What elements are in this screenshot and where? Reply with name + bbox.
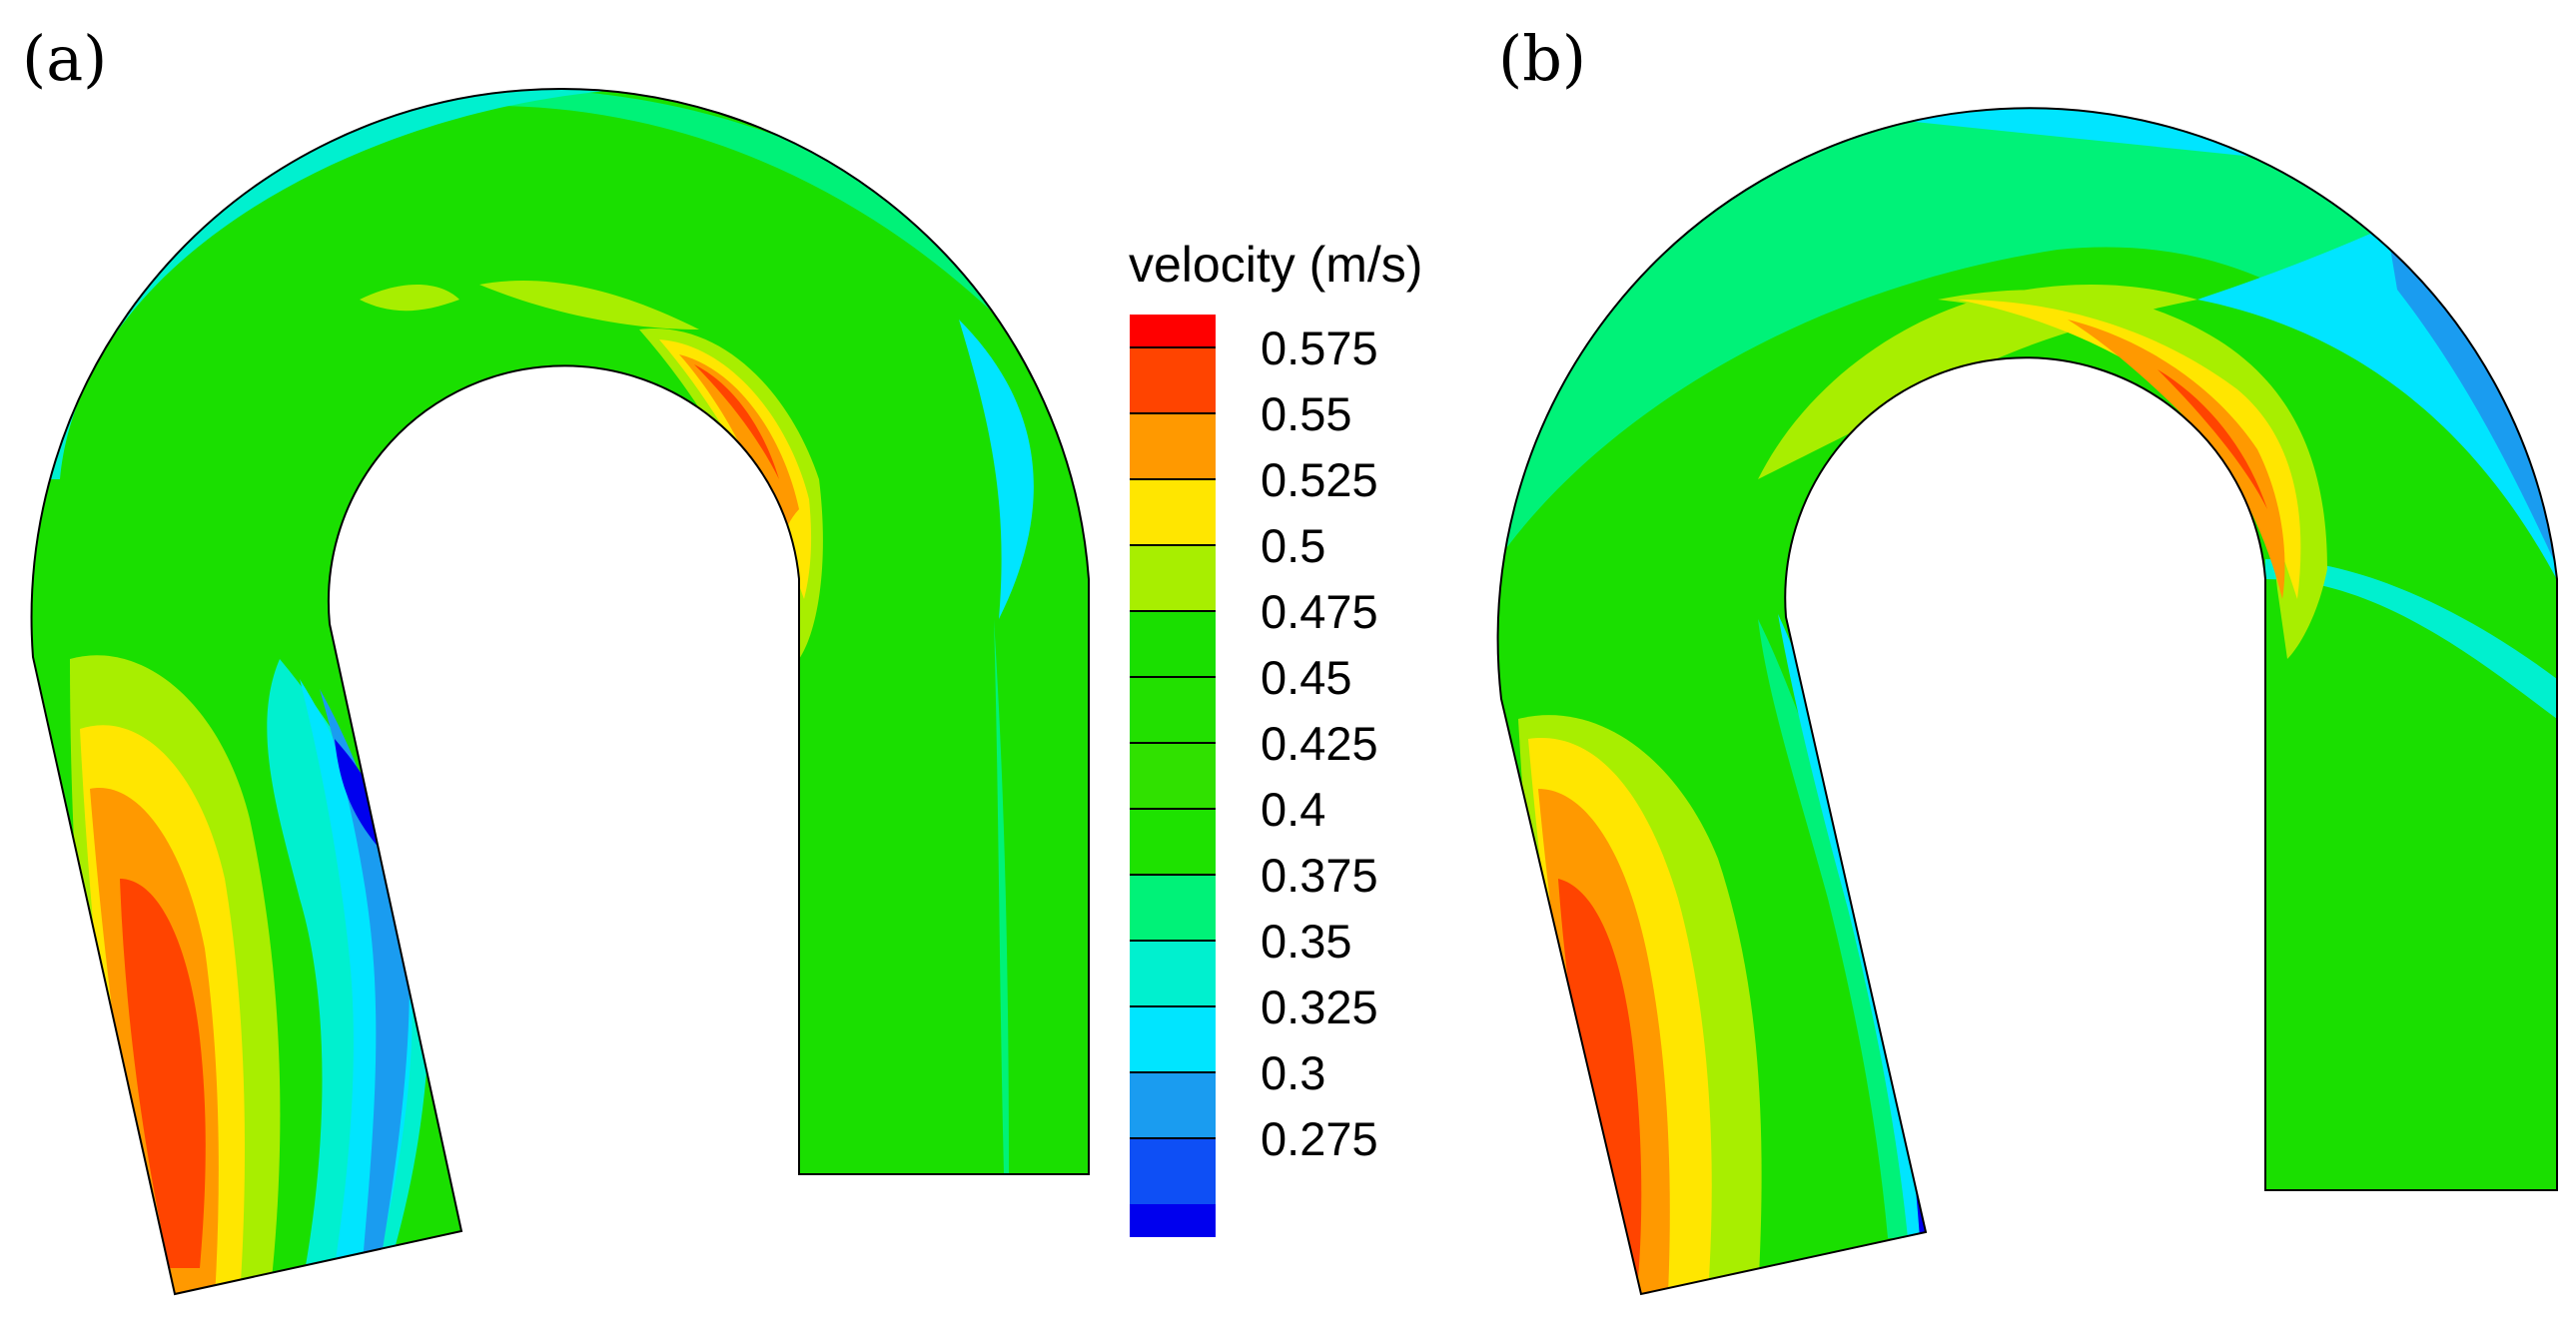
legend-tick-label: 0.35 xyxy=(1261,915,1351,968)
legend-band-0-5 xyxy=(1130,545,1216,611)
legend-band-0-275 xyxy=(1130,1138,1216,1204)
legend-tick-label: 0.325 xyxy=(1261,981,1378,1033)
legend-band-0-325 xyxy=(1130,1006,1216,1072)
outer-seafoam-band xyxy=(1498,108,2557,559)
legend-band-0-35 xyxy=(1130,941,1216,1006)
velocity-legend: velocity (m/s) 0.575 0.55 0.525 0.5 0.475 0.4… xyxy=(1129,237,1422,1237)
panel-b-contour: (b) xyxy=(1496,22,2558,1296)
crest-lime-band xyxy=(1758,285,2197,479)
crest-lime-patch-left xyxy=(360,285,459,312)
legend-tick-label: 0.425 xyxy=(1261,717,1378,770)
legend-band-0-575 xyxy=(1130,347,1216,413)
inner-right-lime-band xyxy=(1938,290,2327,659)
legend-tick-label: 0.4 xyxy=(1261,783,1325,836)
legend-band-0-4 xyxy=(1130,809,1216,875)
panel-a-label: (a) xyxy=(22,22,107,95)
legend-band-0-55 xyxy=(1130,413,1216,479)
panel-b-label: (b) xyxy=(1498,22,1586,95)
legend-band-0-3 xyxy=(1130,1072,1216,1138)
legend-tick-label: 0.55 xyxy=(1261,387,1351,440)
legend-band-0-45 xyxy=(1130,677,1216,743)
legend-tick-label: 0.275 xyxy=(1261,1112,1378,1165)
inner-left-blue-band xyxy=(320,689,410,1295)
legend-tick-label: 0.525 xyxy=(1261,453,1378,506)
legend-band-0-525 xyxy=(1130,479,1216,545)
right-leg-streak xyxy=(994,619,1009,1174)
outer-cyan-band xyxy=(1798,108,2557,599)
legend-tick-labels: 0.575 0.55 0.525 0.5 0.475 0.45 0.425 0.4 0.375 0… xyxy=(1261,322,1378,1165)
panel-a-flow-field xyxy=(31,89,1089,1295)
outer-right-cyan-streak xyxy=(959,320,1034,619)
legend-band-0-425 xyxy=(1130,743,1216,809)
outer-left-red-core xyxy=(1558,879,1642,1278)
legend-tick-label: 0.375 xyxy=(1261,849,1378,902)
legend-band-0-25 xyxy=(1130,1204,1216,1237)
panel-b-flow-field xyxy=(1497,108,2557,1294)
legend-tick-label: 0.575 xyxy=(1261,322,1378,374)
inner-left-low-velocity-core xyxy=(335,739,381,849)
legend-tick-label: 0.3 xyxy=(1261,1046,1325,1099)
legend-tick-label: 0.5 xyxy=(1261,519,1325,572)
inner-left-seafoam-band xyxy=(1758,619,1923,1238)
inner-left-cyan-band xyxy=(1778,614,1926,1238)
legend-band-0-475 xyxy=(1130,611,1216,677)
outer-left-red-core xyxy=(120,879,206,1268)
legend-title: velocity (m/s) xyxy=(1129,237,1422,293)
panel-b-outline xyxy=(1496,107,2558,1296)
legend-tick-label: 0.475 xyxy=(1261,585,1378,638)
legend-band-0-6 xyxy=(1130,315,1216,347)
legend-color-bands xyxy=(1130,315,1216,1237)
legend-tick-label: 0.45 xyxy=(1261,651,1351,704)
legend-band-0-375 xyxy=(1130,875,1216,941)
panel-a-contour: (a) xyxy=(22,22,1090,1296)
crest-lime-patch-mid xyxy=(479,281,699,330)
panel-a-outline xyxy=(30,88,1090,1296)
inner-right-yellow-band xyxy=(1958,300,2301,599)
